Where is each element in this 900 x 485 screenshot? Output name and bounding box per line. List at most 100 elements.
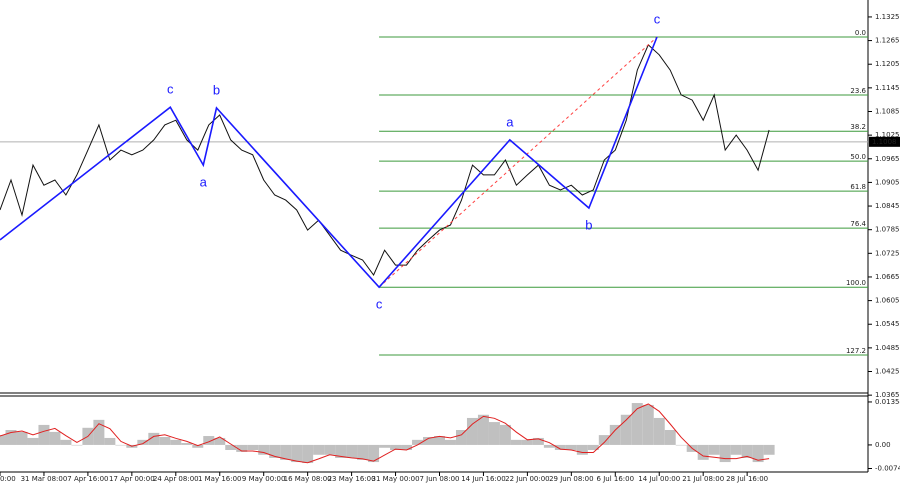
osc-bar bbox=[434, 436, 445, 445]
y-tick-label: 1.0605 bbox=[875, 297, 900, 305]
osc-bar bbox=[763, 444, 775, 455]
osc-bar bbox=[104, 437, 116, 445]
osc-bar bbox=[609, 424, 621, 445]
osc-bar bbox=[379, 444, 391, 448]
x-tick-label: 17 Apr 00:00 bbox=[109, 475, 155, 483]
osc-bar bbox=[455, 430, 467, 445]
x-tick-label: 0:00 bbox=[0, 475, 16, 483]
x-tick-label: 14 Jun 16:00 bbox=[461, 475, 505, 483]
osc-bar bbox=[357, 444, 369, 460]
osc-bar bbox=[192, 444, 204, 448]
osc-bar bbox=[236, 444, 248, 452]
osc-bar bbox=[335, 444, 347, 458]
osc-bar bbox=[269, 444, 281, 458]
fib-label: 38.2 bbox=[850, 123, 866, 131]
osc-bar bbox=[247, 444, 259, 451]
osc-bar bbox=[543, 444, 555, 448]
y-tick-label: 1.1025 bbox=[875, 131, 900, 139]
fib-label: 61.8 bbox=[850, 183, 866, 191]
osc-bar bbox=[60, 439, 72, 445]
y-tick-label: 1.0485 bbox=[875, 344, 900, 352]
osc-bar bbox=[302, 444, 314, 464]
osc-bar bbox=[719, 444, 731, 463]
y-tick-label: 1.0425 bbox=[875, 368, 900, 376]
x-tick-label: 16 May 08:00 bbox=[284, 475, 332, 483]
osc-bar bbox=[0, 435, 6, 445]
y-tick-label: 0.00 bbox=[875, 441, 891, 449]
osc-bar bbox=[741, 444, 753, 458]
osc-bar bbox=[554, 444, 566, 451]
y-tick-label: 1.0905 bbox=[875, 178, 900, 186]
osc-bar bbox=[390, 444, 402, 451]
osc-bar bbox=[510, 439, 522, 445]
osc-bar bbox=[642, 404, 654, 445]
fib-label: 50.0 bbox=[850, 153, 866, 161]
price-line bbox=[0, 44, 770, 276]
fib-trend bbox=[378, 36, 658, 288]
osc-bar bbox=[27, 437, 39, 445]
osc-bar bbox=[675, 444, 687, 446]
y-tick-label: 1.1205 bbox=[875, 60, 900, 68]
x-tick-label: 14 Jul 00:00 bbox=[638, 475, 680, 483]
osc-bar bbox=[653, 417, 665, 445]
osc-bar bbox=[159, 436, 171, 445]
osc-bar bbox=[587, 444, 599, 451]
osc-bar bbox=[620, 414, 632, 445]
x-tick-label: 22 Jun 00:00 bbox=[505, 475, 549, 483]
x-tick-label: 24 Apr 08:00 bbox=[153, 475, 199, 483]
y-tick-label: 1.0725 bbox=[875, 249, 900, 257]
y-tick-label: 1.1325 bbox=[875, 13, 900, 21]
x-tick-label: 31 May 00:00 bbox=[372, 475, 420, 483]
x-tick-label: 7 Jun 08:00 bbox=[419, 475, 459, 483]
osc-bar bbox=[38, 424, 50, 445]
x-tick-label: 23 May 16:00 bbox=[328, 475, 376, 483]
y-tick-label: 1.1085 bbox=[875, 107, 900, 115]
fib-label: 100.0 bbox=[846, 279, 866, 287]
osc-bar bbox=[477, 414, 489, 445]
osc-bar bbox=[324, 444, 336, 455]
osc-bar bbox=[565, 444, 577, 451]
osc-bar bbox=[499, 424, 511, 445]
last-price-box bbox=[869, 136, 900, 147]
osc-bar bbox=[664, 430, 676, 445]
x-tick-label: 29 Jun 08:00 bbox=[549, 475, 593, 483]
fib-label: 76.4 bbox=[850, 220, 866, 228]
y-tick-label: 1.0785 bbox=[875, 226, 900, 234]
osc-bar bbox=[752, 444, 764, 463]
osc-bar bbox=[412, 439, 424, 445]
osc-bar bbox=[203, 436, 215, 445]
osc-bar bbox=[5, 430, 17, 445]
wave-label: b bbox=[585, 217, 592, 232]
osc-bar bbox=[346, 444, 358, 458]
x-tick-label: 6 Jul 16:00 bbox=[597, 475, 635, 483]
osc-bar bbox=[49, 431, 61, 445]
osc-bar bbox=[137, 439, 149, 445]
osc-bar bbox=[71, 444, 83, 446]
osc-bar bbox=[148, 432, 160, 445]
last-price-label: 1.1008 bbox=[872, 138, 897, 146]
y-tick-label: 1.0545 bbox=[875, 320, 900, 328]
y-tick-label: 0.01354 bbox=[875, 398, 900, 406]
wave-label: c bbox=[376, 297, 383, 312]
osc-bar bbox=[16, 431, 28, 445]
wave-label: a bbox=[200, 175, 208, 190]
signal-line bbox=[0, 403, 770, 464]
osc-bar bbox=[115, 444, 127, 446]
osc-bar bbox=[170, 439, 182, 445]
x-tick-label: 9 May 00:00 bbox=[242, 475, 286, 483]
y-tick-label: -0.00743 bbox=[875, 465, 900, 473]
osc-bar bbox=[730, 444, 742, 455]
y-tick-label: 1.0845 bbox=[875, 202, 900, 210]
osc-bar bbox=[401, 444, 413, 451]
osc-bar bbox=[532, 437, 544, 445]
x-tick-label: 1 May 16:00 bbox=[198, 475, 242, 483]
y-tick-label: 1.0965 bbox=[875, 155, 900, 163]
osc-bar bbox=[576, 444, 588, 455]
osc-bar bbox=[488, 422, 500, 445]
y-tick-label: 1.0365 bbox=[875, 391, 900, 399]
osc-bar bbox=[708, 444, 720, 455]
osc-bar bbox=[291, 444, 303, 463]
osc-bar bbox=[313, 444, 325, 455]
